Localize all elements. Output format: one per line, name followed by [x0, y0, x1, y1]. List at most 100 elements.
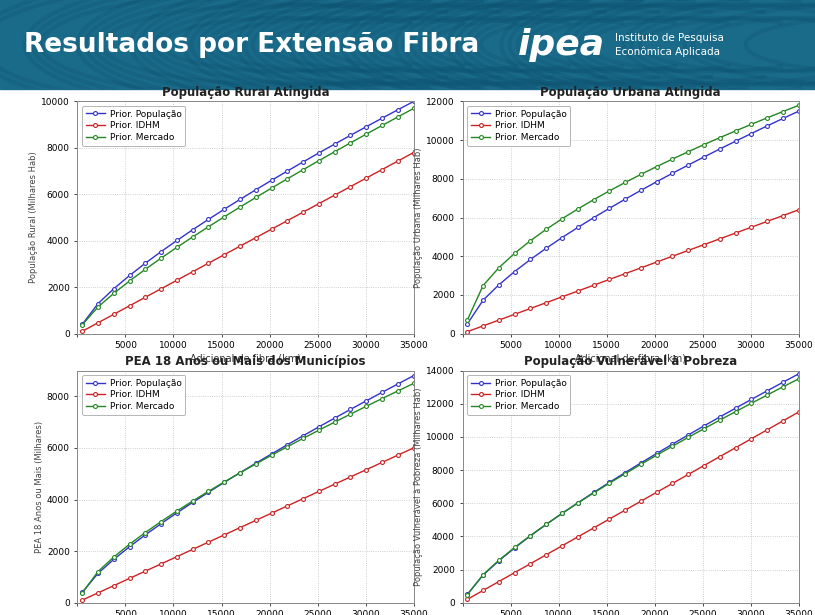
Prior. Mercado — [298, 166, 308, 173]
Prior. Mercado — [699, 141, 709, 148]
Prior. Mercado — [573, 205, 583, 213]
Prior. IDHM — [747, 223, 756, 231]
Prior. Mercado — [478, 571, 488, 578]
Prior. IDHM — [298, 208, 308, 216]
Prior. População — [187, 226, 197, 234]
Prior. Mercado — [715, 416, 725, 424]
Prior. Mercado — [361, 403, 371, 410]
Prior. Mercado — [652, 163, 662, 170]
Prior. IDHM — [187, 546, 197, 553]
Prior. Mercado — [636, 461, 645, 468]
Prior. População — [125, 272, 134, 279]
Prior. IDHM — [605, 276, 615, 283]
Text: ipea: ipea — [518, 28, 605, 62]
Prior. Mercado — [699, 425, 709, 432]
Prior. Mercado — [187, 498, 197, 505]
Prior. Mercado — [762, 114, 772, 122]
Prior. População — [541, 245, 551, 252]
Prior. IDHM — [683, 247, 693, 254]
Prior. Mercado — [526, 532, 535, 539]
Prior. Mercado — [526, 237, 535, 244]
Title: População Urbana Atingida: População Urbana Atingida — [540, 86, 721, 99]
Prior. População — [620, 196, 630, 203]
Prior. População — [125, 543, 134, 550]
Prior. IDHM — [361, 175, 371, 182]
Prior. População — [699, 153, 709, 161]
Prior. População — [236, 469, 245, 477]
Prior. População — [747, 396, 756, 403]
Legend: Prior. População, Prior. IDHM, Prior. Mercado: Prior. População, Prior. IDHM, Prior. Me… — [82, 106, 185, 146]
Prior. Mercado — [156, 518, 166, 525]
Prior. População — [204, 216, 214, 223]
Prior. IDHM — [314, 200, 324, 207]
Prior. Mercado — [377, 122, 387, 129]
Prior. População — [77, 589, 87, 596]
Prior. IDHM — [156, 285, 166, 293]
Prior. População — [251, 186, 261, 194]
Prior. Mercado — [267, 184, 276, 192]
Prior. População — [109, 556, 119, 563]
Prior. População — [172, 237, 182, 244]
Prior. População — [93, 569, 103, 577]
Prior. IDHM — [236, 242, 245, 250]
Legend: Prior. População, Prior. IDHM, Prior. Mercado: Prior. População, Prior. IDHM, Prior. Me… — [467, 375, 570, 415]
Prior. População — [526, 256, 535, 263]
Prior. População — [526, 532, 535, 539]
Prior. Mercado — [541, 226, 551, 233]
Prior. População — [172, 509, 182, 517]
Line: Prior. População: Prior. População — [465, 372, 800, 597]
Prior. IDHM — [361, 466, 371, 474]
Prior. IDHM — [667, 480, 677, 487]
Prior. Mercado — [187, 233, 197, 240]
Text: Instituto de Pesquisa
Econômica Aplicada: Instituto de Pesquisa Econômica Aplicada — [615, 33, 725, 57]
Prior. População — [636, 187, 645, 194]
Title: População Rural Atingida: População Rural Atingida — [161, 86, 329, 99]
Prior. Mercado — [346, 139, 355, 146]
Prior. IDHM — [93, 589, 103, 597]
Prior. População — [605, 478, 615, 486]
Legend: Prior. População, Prior. IDHM, Prior. Mercado: Prior. População, Prior. IDHM, Prior. Me… — [467, 106, 570, 146]
Prior. População — [731, 138, 741, 145]
Prior. População — [557, 234, 567, 241]
Prior. População — [314, 423, 324, 430]
Prior. IDHM — [462, 596, 472, 603]
Prior. População — [573, 499, 583, 507]
Prior. Mercado — [172, 507, 182, 515]
Prior. População — [683, 161, 693, 169]
Prior. Mercado — [204, 488, 214, 495]
Prior. Mercado — [588, 196, 598, 204]
Prior. IDHM — [109, 311, 119, 318]
Prior. IDHM — [526, 560, 535, 568]
Prior. IDHM — [187, 268, 197, 276]
Prior. IDHM — [125, 574, 134, 582]
Prior. IDHM — [267, 509, 276, 517]
Prior. IDHM — [77, 597, 87, 604]
Prior. Mercado — [236, 469, 245, 477]
Prior. População — [93, 300, 103, 308]
Prior. População — [494, 557, 504, 565]
Prior. IDHM — [236, 524, 245, 531]
Prior. População — [140, 260, 150, 267]
Prior. População — [283, 167, 293, 175]
Prior. Mercado — [330, 418, 340, 426]
Prior. Mercado — [605, 480, 615, 487]
Prior. IDHM — [715, 453, 725, 460]
Prior. População — [156, 248, 166, 255]
Prior. População — [140, 531, 150, 539]
Line: Prior. IDHM: Prior. IDHM — [81, 151, 416, 333]
Prior. População — [236, 196, 245, 203]
Prior. População — [393, 106, 403, 114]
Prior. IDHM — [794, 408, 804, 416]
Prior. Mercado — [747, 121, 756, 128]
Prior. IDHM — [283, 217, 293, 224]
Prior. População — [715, 413, 725, 421]
Title: População Vulnerável à Pobreza: População Vulnerável à Pobreza — [524, 355, 738, 368]
Prior. IDHM — [462, 328, 472, 335]
Prior. Mercado — [377, 395, 387, 402]
Prior. IDHM — [330, 480, 340, 488]
Prior. Mercado — [731, 408, 741, 415]
Prior. Mercado — [204, 223, 214, 231]
Prior. IDHM — [620, 507, 630, 514]
Prior. População — [747, 130, 756, 137]
Prior. IDHM — [794, 206, 804, 213]
